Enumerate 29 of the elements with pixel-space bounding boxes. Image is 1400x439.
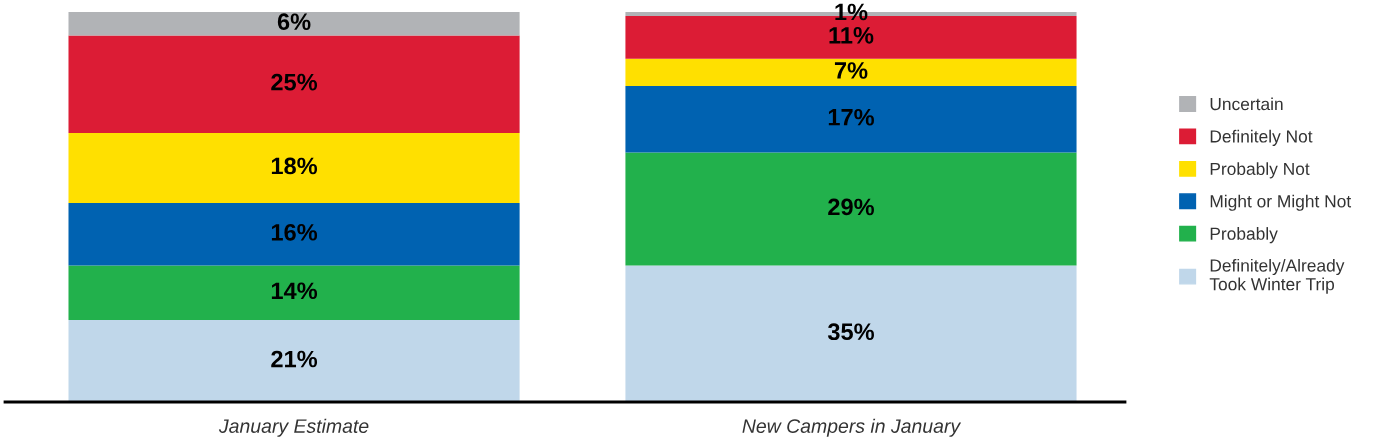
data-label: 29%	[828, 198, 874, 216]
data-label: 16%	[271, 223, 318, 241]
x-tick-label: New Campers in January	[742, 418, 962, 437]
x-tick-label: January Estimate	[218, 418, 369, 437]
data-label: 21%	[271, 350, 318, 368]
data-label: 17%	[828, 108, 874, 126]
legend-label: Might or Might Not	[1210, 194, 1352, 211]
legend-label: Definitely Not	[1210, 129, 1313, 147]
data-label: 35%	[827, 323, 874, 341]
legend-label: Uncertain	[1210, 97, 1283, 111]
data-label: 14%	[271, 282, 318, 300]
bar	[68, 12, 520, 36]
bar	[625, 58, 1077, 87]
bar	[625, 265, 1077, 402]
bar	[625, 86, 1077, 153]
bar	[68, 132, 520, 204]
data-label: 11%	[829, 27, 874, 44]
data-label: 25%	[271, 73, 318, 91]
bar	[625, 152, 1077, 266]
legend-label: Probably	[1210, 227, 1278, 244]
bar	[68, 265, 520, 321]
bar	[68, 35, 520, 133]
bar	[68, 320, 520, 402]
legend-label: Probably Not	[1210, 162, 1310, 179]
legend-label: Definitely/Already Took Winter Trip	[1209, 258, 1345, 294]
bar	[68, 203, 520, 266]
data-label: 6%	[277, 13, 311, 31]
data-label: 18%	[271, 157, 318, 175]
data-label: 7%	[834, 62, 868, 79]
